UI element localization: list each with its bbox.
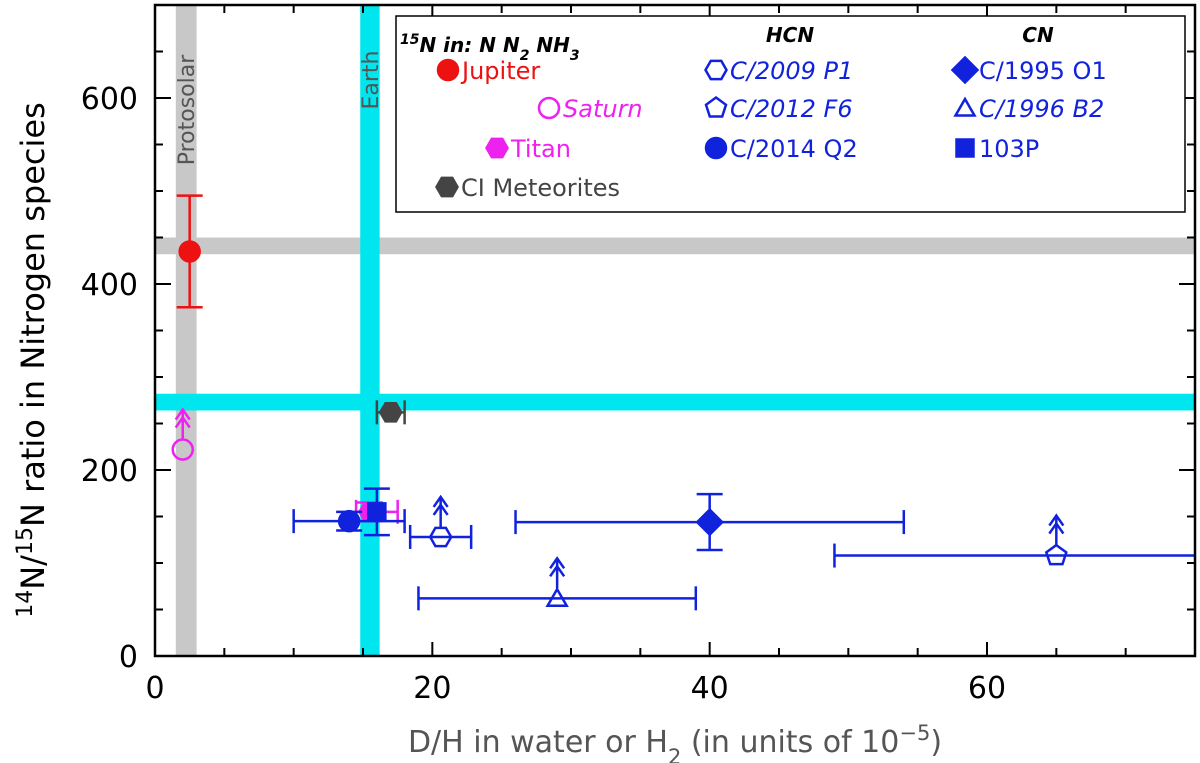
reference-band-labels: Protosolar Earth [175, 51, 384, 166]
y-tick-label: 0 [119, 640, 138, 675]
x-tick-label: 0 [145, 671, 164, 706]
lower-limit-arrowhead-c-1996-b2 [549, 556, 566, 570]
lower-limit-arrowhead-c-2012-f6 [1048, 513, 1065, 527]
legend-label-titan: Titan [510, 135, 571, 163]
legend-box [395, 15, 1186, 213]
point-c-1996-b2 [417, 556, 698, 611]
legend-label-saturn: Saturn [563, 95, 643, 123]
marker-jupiter [178, 240, 201, 263]
legend-label-c-2012-f6: C/2012 F6 [730, 95, 853, 123]
reference-bands [155, 5, 1195, 656]
marker-c-2009-p1 [428, 526, 453, 548]
y-tick-label: 600 [81, 82, 138, 117]
legend-title-hcn: HCN [766, 23, 814, 47]
band-label-earth: Earth [359, 51, 384, 110]
legend-label-ci-meteorites: CI Meteorites [461, 174, 620, 202]
marker-c-2012-f6 [1044, 543, 1068, 566]
legend: 15N in: N N2 NH3 HCN CN Jupiter Saturn Titan C… [395, 15, 1186, 213]
legend-entry-jupiter: Jupiter [436, 57, 540, 85]
point-c-2012-f6 [833, 513, 1195, 568]
legend-label-jupiter: Jupiter [460, 57, 540, 85]
legend-marker-c-2014-q2 [704, 136, 728, 160]
marker-103p [367, 502, 387, 522]
legend-marker-c-1995-o1 [950, 55, 980, 85]
legend-entry-103p: 103P [955, 135, 1039, 163]
point-c-2009-p1 [408, 494, 473, 549]
legend-marker-c-2009-p1 [704, 59, 728, 81]
point-ci-meteorites [375, 400, 406, 425]
legend-marker-103p [955, 138, 975, 158]
legend-entry-c-1995-o1: C/1995 O1 [950, 55, 1107, 85]
lower-limit-arrowhead-c-1996-b2 [549, 564, 566, 578]
marker-c-1996-b2 [545, 586, 569, 608]
y-tick-label: 200 [81, 454, 138, 489]
marker-c-1995-o1 [695, 507, 724, 537]
x-axis-label: D/H in water or H2 (in units of 10−5) [408, 721, 942, 763]
legend-label-c-1996-b2: C/1996 B2 [979, 95, 1104, 123]
legend-entry-titan: Titan [485, 135, 571, 163]
band-protosolar-vertical [175, 5, 197, 656]
legend-entry-c-1996-b2: C/1996 B2 [953, 95, 1104, 123]
legend-entry-c-2014-q2: C/2014 Q2 [704, 135, 858, 163]
legend-label-103p: 103P [979, 135, 1039, 163]
legend-entry-c-2009-p1: C/2009 P1 [704, 57, 853, 85]
y-tick-label: 400 [81, 268, 138, 303]
legend-marker-c-2012-f6 [704, 95, 728, 118]
lower-limit-arrowhead-saturn [174, 407, 191, 421]
legend-entry-c-2012-f6: C/2012 F6 [704, 95, 853, 123]
band-earth-vertical [360, 5, 380, 656]
data-points [171, 194, 1195, 611]
x-tick-label: 20 [413, 671, 451, 706]
band-earth-horizontal [155, 393, 1195, 411]
legend-label-c-1995-o1: C/1995 O1 [979, 57, 1107, 85]
point-103p [363, 487, 390, 537]
lower-limit-arrowhead-c-2012-f6 [1048, 521, 1065, 535]
legend-marker-saturn [537, 96, 561, 120]
marker-ci-meteorites [378, 401, 403, 423]
lower-limit-arrowhead-saturn [174, 415, 191, 429]
legend-entry-saturn: Saturn [537, 95, 643, 123]
legend-title-nh3: 15N in: N N2 NH3 [400, 32, 580, 64]
legend-label-c-2014-q2: C/2014 Q2 [730, 135, 858, 163]
point-saturn [171, 407, 194, 461]
legend-entry-ci-meteorites: CI Meteorites [435, 174, 620, 202]
x-tick-label: 40 [691, 671, 729, 706]
legend-title-cn: CN [1022, 23, 1054, 47]
legend-marker-ci-meteorites [435, 176, 459, 198]
lower-limit-arrowhead-c-2009-p1 [432, 502, 449, 516]
lower-limit-arrowhead-c-2009-p1 [432, 494, 449, 508]
x-tick-label: 60 [968, 671, 1006, 706]
band-label-protosolar: Protosolar [175, 54, 200, 166]
legend-marker-jupiter [436, 58, 460, 82]
marker-saturn [171, 438, 194, 461]
point-c-1995-o1 [514, 492, 906, 552]
band-protosolar-horizontal [155, 237, 1195, 255]
legend-marker-c-1996-b2 [953, 96, 977, 117]
legend-marker-titan [485, 137, 509, 159]
point-jupiter [176, 194, 203, 309]
y-axis-label: 14N/15N ratio in Nitrogen species [13, 102, 53, 618]
legend-label-c-2009-p1: C/2009 P1 [730, 57, 853, 85]
marker-c-2014-q2 [337, 509, 361, 533]
